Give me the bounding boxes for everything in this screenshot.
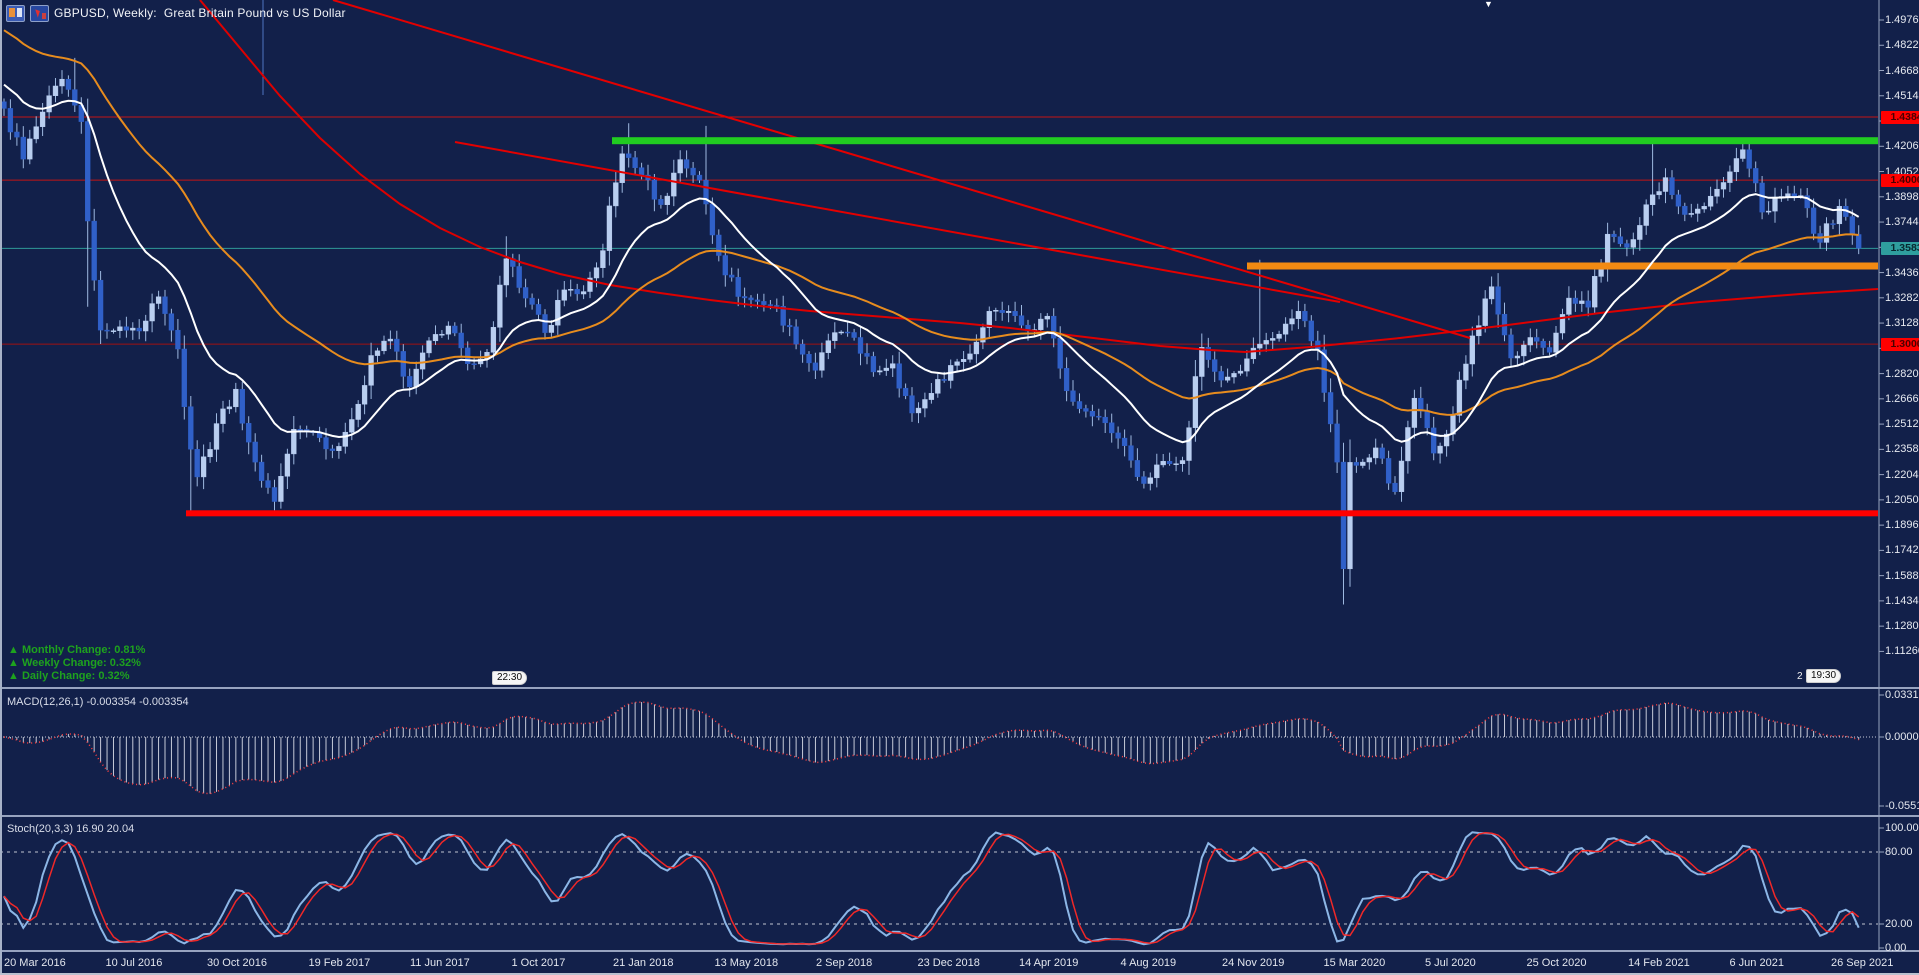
date-axis-label: 13 May 2018 xyxy=(714,957,779,969)
macd-axis-tick: 0.033172 xyxy=(1885,689,1919,701)
price-axis-tick: 1.25120 xyxy=(1885,418,1919,431)
date-axis-label: 14 Apr 2019 xyxy=(1019,957,1079,969)
scroll-shift-marker[interactable]: ▼ xyxy=(1484,0,1493,9)
price-level-tag: 1.30000 xyxy=(1881,337,1919,351)
date-axis-label: 15 Mar 2020 xyxy=(1323,957,1386,969)
time-tag-1930: 19:30 xyxy=(1806,669,1842,683)
date-axis-label: 19 Feb 2017 xyxy=(308,957,371,969)
price-axis-tick: 1.23580 xyxy=(1885,443,1919,456)
price-axis-tick: 1.22040 xyxy=(1885,468,1919,481)
price-axis-tick: 1.38980 xyxy=(1885,190,1919,203)
date-axis-label: 5 Jul 2020 xyxy=(1425,957,1476,969)
price-axis-tick: 1.32820 xyxy=(1885,291,1919,304)
change-summary: ▲ Monthly Change: 0.81% ▲ Weekly Change:… xyxy=(8,644,145,683)
price-axis-tick: 1.15880 xyxy=(1885,569,1919,582)
chart-title: GBPUSD, Weekly: Great Britain Pound vs U… xyxy=(54,6,346,20)
price-axis-tick: 1.17420 xyxy=(1885,544,1919,557)
date-axis-label: 30 Oct 2016 xyxy=(207,957,267,969)
price-axis-tick: 1.26660 xyxy=(1885,392,1919,405)
window-bottom-border xyxy=(0,973,1919,975)
price-axis-tick: 1.37440 xyxy=(1885,216,1919,229)
indicator-window-icon[interactable] xyxy=(6,4,25,22)
date-axis-label: 23 Dec 2018 xyxy=(917,957,980,969)
current-price-tag: 1.35837 xyxy=(1881,241,1919,255)
price-axis-tick: 1.18960 xyxy=(1885,519,1919,532)
price-level-tag: 1.43844 xyxy=(1881,110,1919,124)
date-axis-label: 20 Mar 2016 xyxy=(4,957,66,969)
date-axis-label: 10 Jul 2016 xyxy=(105,957,163,969)
weekly-change-label: ▲ Weekly Change: 0.32% xyxy=(8,657,141,669)
stoch-axis-tick: 20.00 xyxy=(1885,918,1913,930)
date-axis-label: 14 Feb 2021 xyxy=(1628,957,1690,969)
date-axis-label: 26 Sep 2021 xyxy=(1831,957,1894,969)
stoch-axis-tick: 80.00 xyxy=(1885,846,1913,858)
macd-axis-tick: 0.000000 xyxy=(1885,731,1919,743)
price-axis-tick: 1.42060 xyxy=(1885,140,1919,153)
daily-change-label: ▲ Daily Change: 0.32% xyxy=(8,670,130,682)
partial-time-char: 2 xyxy=(1797,671,1803,682)
date-axis-label: 11 Jun 2017 xyxy=(410,957,470,969)
price-axis-tick: 1.49760 xyxy=(1885,14,1919,26)
date-axis-label: 24 Nov 2019 xyxy=(1222,957,1285,969)
date-axis-label: 6 Jun 2021 xyxy=(1729,957,1784,969)
price-axis-tick: 1.12800 xyxy=(1885,620,1919,633)
date-axis-label: 1 Oct 2017 xyxy=(511,957,566,969)
price-axis-tick: 1.20500 xyxy=(1885,493,1919,506)
stoch-axis-tick: 100.00 xyxy=(1885,822,1919,834)
price-axis-tick: 1.31280 xyxy=(1885,317,1919,330)
time-tag-2230: 22:30 xyxy=(492,671,528,685)
price-axis-tick: 1.45140 xyxy=(1885,89,1919,102)
price-axis-tick: 1.34360 xyxy=(1885,266,1919,279)
price-axis-tick: 1.14340 xyxy=(1885,594,1919,607)
window-left-border xyxy=(0,0,2,975)
chart-titlebar: GBPUSD, Weekly: Great Britain Pound vs U… xyxy=(6,4,346,22)
macd-axis-tick: -0.055123 xyxy=(1885,800,1919,812)
price-level-tag: 1.40000 xyxy=(1881,173,1919,187)
monthly-change-label: ▲ Monthly Change: 0.81% xyxy=(8,644,146,656)
symbol-chart-icon[interactable] xyxy=(30,4,49,22)
date-axis-label: 25 Oct 2020 xyxy=(1526,957,1587,969)
stoch-axis-tick: 0.00 xyxy=(1885,942,1907,954)
price-axis-tick: 1.48220 xyxy=(1885,39,1919,52)
date-axis-label: 4 Aug 2019 xyxy=(1120,957,1177,969)
stoch-indicator-label: Stoch(20,3,3) 16.90 20.04 xyxy=(7,823,135,835)
price-axis-tick: 1.28200 xyxy=(1885,367,1919,380)
price-axis-tick: 1.46680 xyxy=(1885,64,1919,77)
date-axis-label: 2 Sep 2018 xyxy=(816,957,873,969)
macd-indicator-label: MACD(12,26,1) -0.003354 -0.003354 xyxy=(7,696,189,708)
date-axis-label: 21 Jan 2018 xyxy=(613,957,674,969)
